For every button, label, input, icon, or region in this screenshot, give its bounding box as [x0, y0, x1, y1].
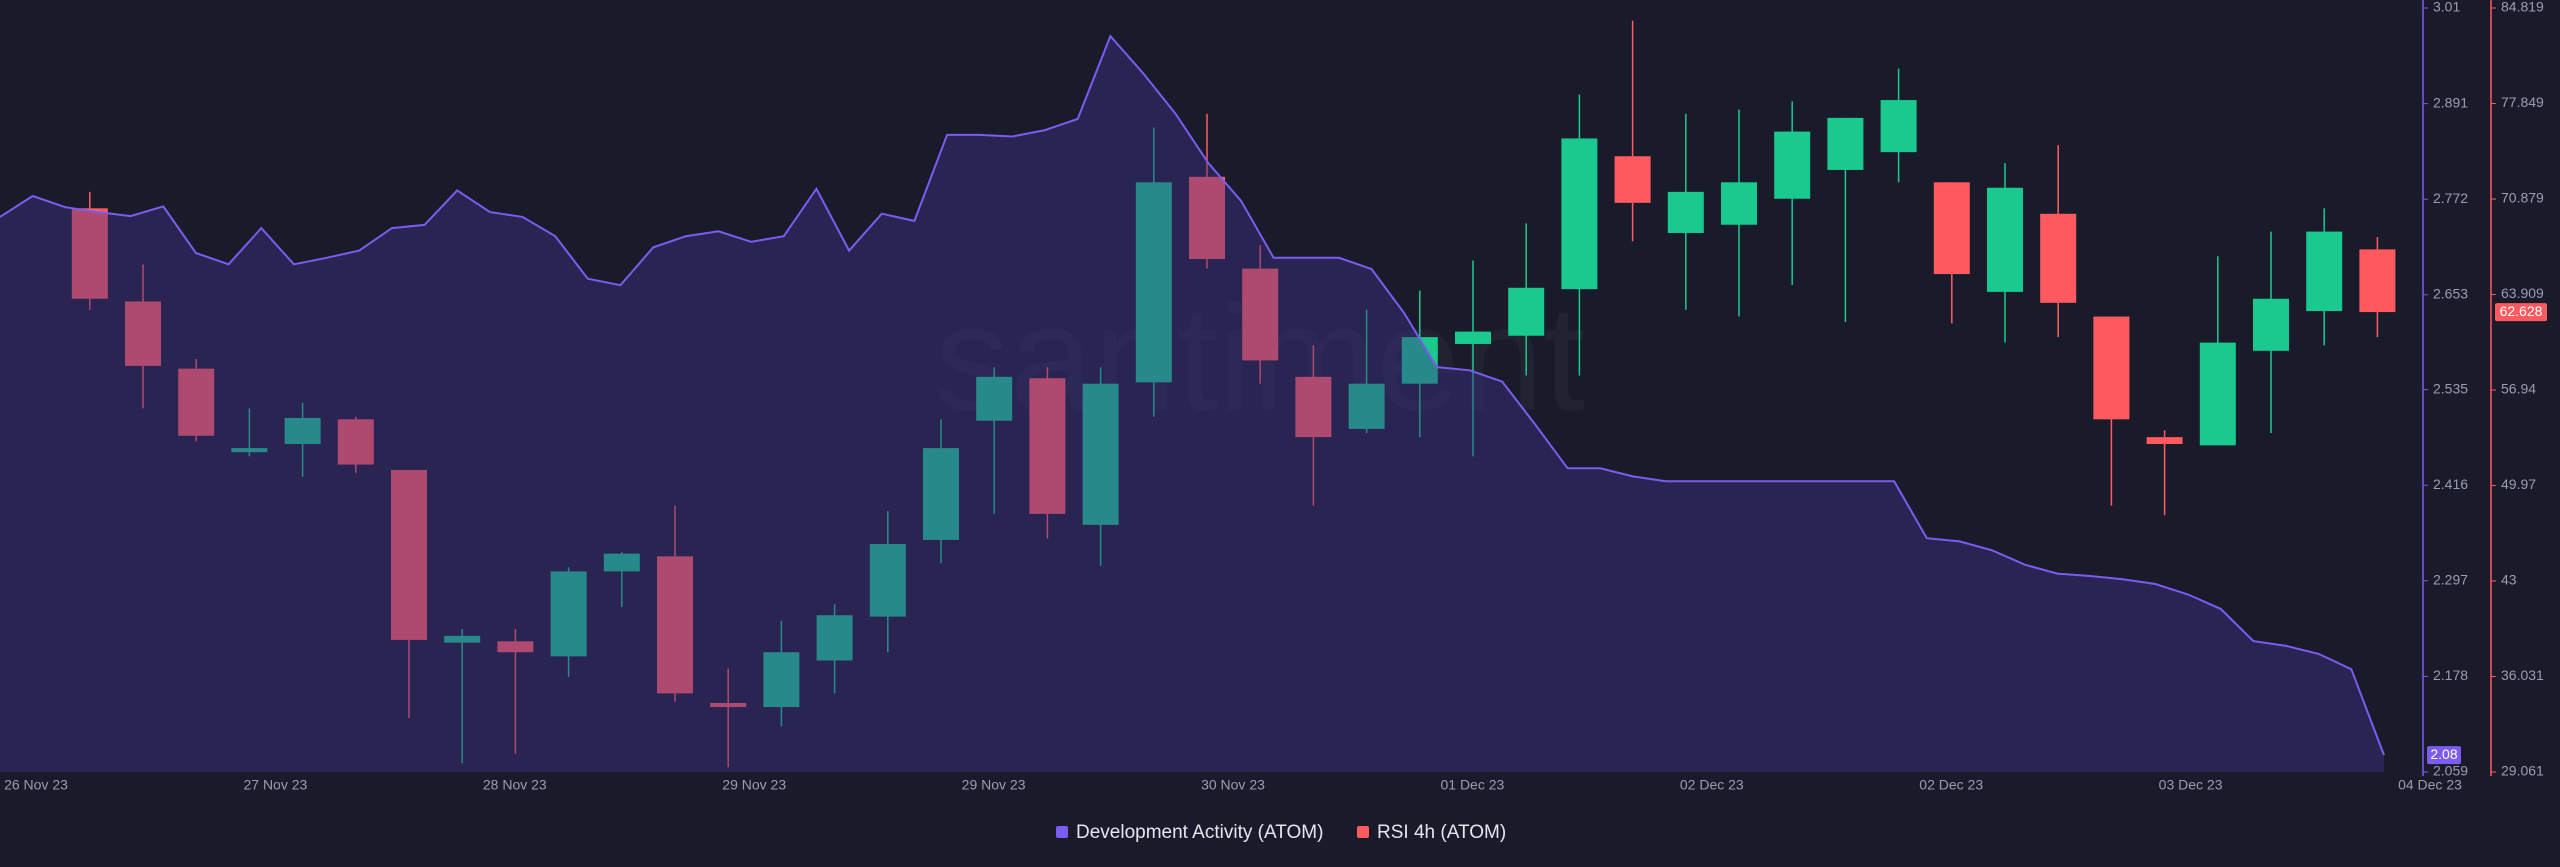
x-tick-label: 03 Dec 23	[2159, 777, 2223, 793]
candle-body	[1667, 191, 1704, 233]
x-tick-label: 26 Nov 23	[4, 777, 68, 793]
y2-tick-label: 3.01	[2433, 0, 2460, 15]
candle-body	[231, 448, 268, 453]
candle-body	[337, 419, 374, 465]
y2-tick-label: 2.416	[2433, 476, 2468, 492]
x-tick-label: 29 Nov 23	[722, 777, 786, 793]
candle-body	[1561, 138, 1598, 290]
candle-body	[71, 208, 108, 299]
candle-body	[1082, 383, 1119, 525]
legend-text: Development Activity (ATOM)	[1076, 822, 1323, 843]
x-tick-label: 29 Nov 23	[962, 777, 1026, 793]
y-tick-label: 63.909	[2501, 285, 2544, 301]
candle-body	[497, 641, 534, 653]
candle-body	[923, 448, 959, 540]
candle-body	[2146, 437, 2183, 444]
y-tick-label: 84.819	[2501, 0, 2544, 15]
y2-tick-label: 2.178	[2433, 667, 2468, 683]
candle-body	[125, 301, 161, 366]
candle-body	[763, 652, 800, 708]
x-tick-label: 02 Dec 23	[1680, 777, 1744, 793]
y-tick-label: 77.849	[2501, 94, 2544, 110]
candle-body	[976, 376, 1013, 421]
candle-body	[2040, 213, 2077, 303]
line	[0, 34, 2385, 756]
candle-body	[1880, 100, 1917, 153]
last-value-box	[2427, 746, 2461, 765]
y-tick-label: 43	[2501, 572, 2517, 588]
candle-body	[657, 556, 693, 694]
candle-body	[391, 470, 427, 640]
x-tick-label: 04 Dec 23	[2398, 777, 2462, 793]
candle-body	[603, 553, 640, 572]
candle-body	[1189, 176, 1225, 260]
last-value-label: 62.628	[2500, 303, 2543, 319]
candle-body	[1242, 268, 1279, 361]
candle-body	[710, 702, 747, 708]
candle-body	[1135, 182, 1172, 383]
y2-tick-label: 2.535	[2433, 380, 2468, 396]
legend-swatch	[1056, 826, 1068, 838]
y-tick-label: 36.031	[2501, 667, 2544, 683]
y-tick-label: 70.879	[2501, 190, 2544, 206]
last-value-label: 2.08	[2430, 746, 2457, 762]
candle-body	[2359, 249, 2396, 313]
candle-body	[1348, 383, 1385, 429]
x-tick-label: 01 Dec 23	[1440, 777, 1504, 793]
candle-body	[1827, 117, 1864, 170]
candle-body	[1721, 182, 1757, 225]
candle-body	[444, 635, 481, 643]
candle-body	[1455, 331, 1491, 344]
candle-body	[1029, 378, 1066, 514]
candle-body	[2306, 231, 2343, 312]
legend-text: RSI 4h (ATOM)	[1377, 822, 1506, 843]
last-value-box	[2495, 303, 2547, 322]
candle-body	[178, 368, 215, 436]
legend-swatch	[1357, 826, 1369, 838]
x-tick-label: 28 Nov 23	[483, 777, 547, 793]
y2-tick-label: 2.297	[2433, 572, 2468, 588]
candle-body	[1508, 287, 1545, 336]
candle-body	[1933, 182, 1970, 275]
x-tick-label: 27 Nov 23	[243, 777, 307, 793]
candle-body	[869, 544, 906, 617]
candle-body	[1774, 131, 1811, 199]
x-tick-label: 02 Dec 23	[1919, 777, 1983, 793]
y-tick-label: 56.94	[2501, 381, 2536, 397]
candle-body	[1295, 376, 1332, 438]
y2-tick-label: 2.653	[2433, 286, 2468, 302]
y-tick-label: 29.061	[2501, 763, 2544, 779]
candle-body	[816, 615, 853, 661]
y2-tick-label: 2.059	[2433, 763, 2468, 779]
candle-body	[2093, 316, 2130, 420]
y2-tick-label: 2.772	[2433, 190, 2468, 206]
candle-body	[1614, 156, 1651, 203]
candle-body	[1987, 187, 2023, 292]
y-tick-label: 49.97	[2501, 476, 2536, 492]
x-tick-label: 30 Nov 23	[1201, 777, 1265, 793]
candle-body	[2253, 298, 2289, 351]
candle-body	[550, 571, 587, 657]
candle-body	[2199, 342, 2236, 446]
y2-tick-label: 2.891	[2433, 94, 2468, 110]
area-fill	[0, 36, 2384, 773]
candle-body	[284, 417, 321, 444]
